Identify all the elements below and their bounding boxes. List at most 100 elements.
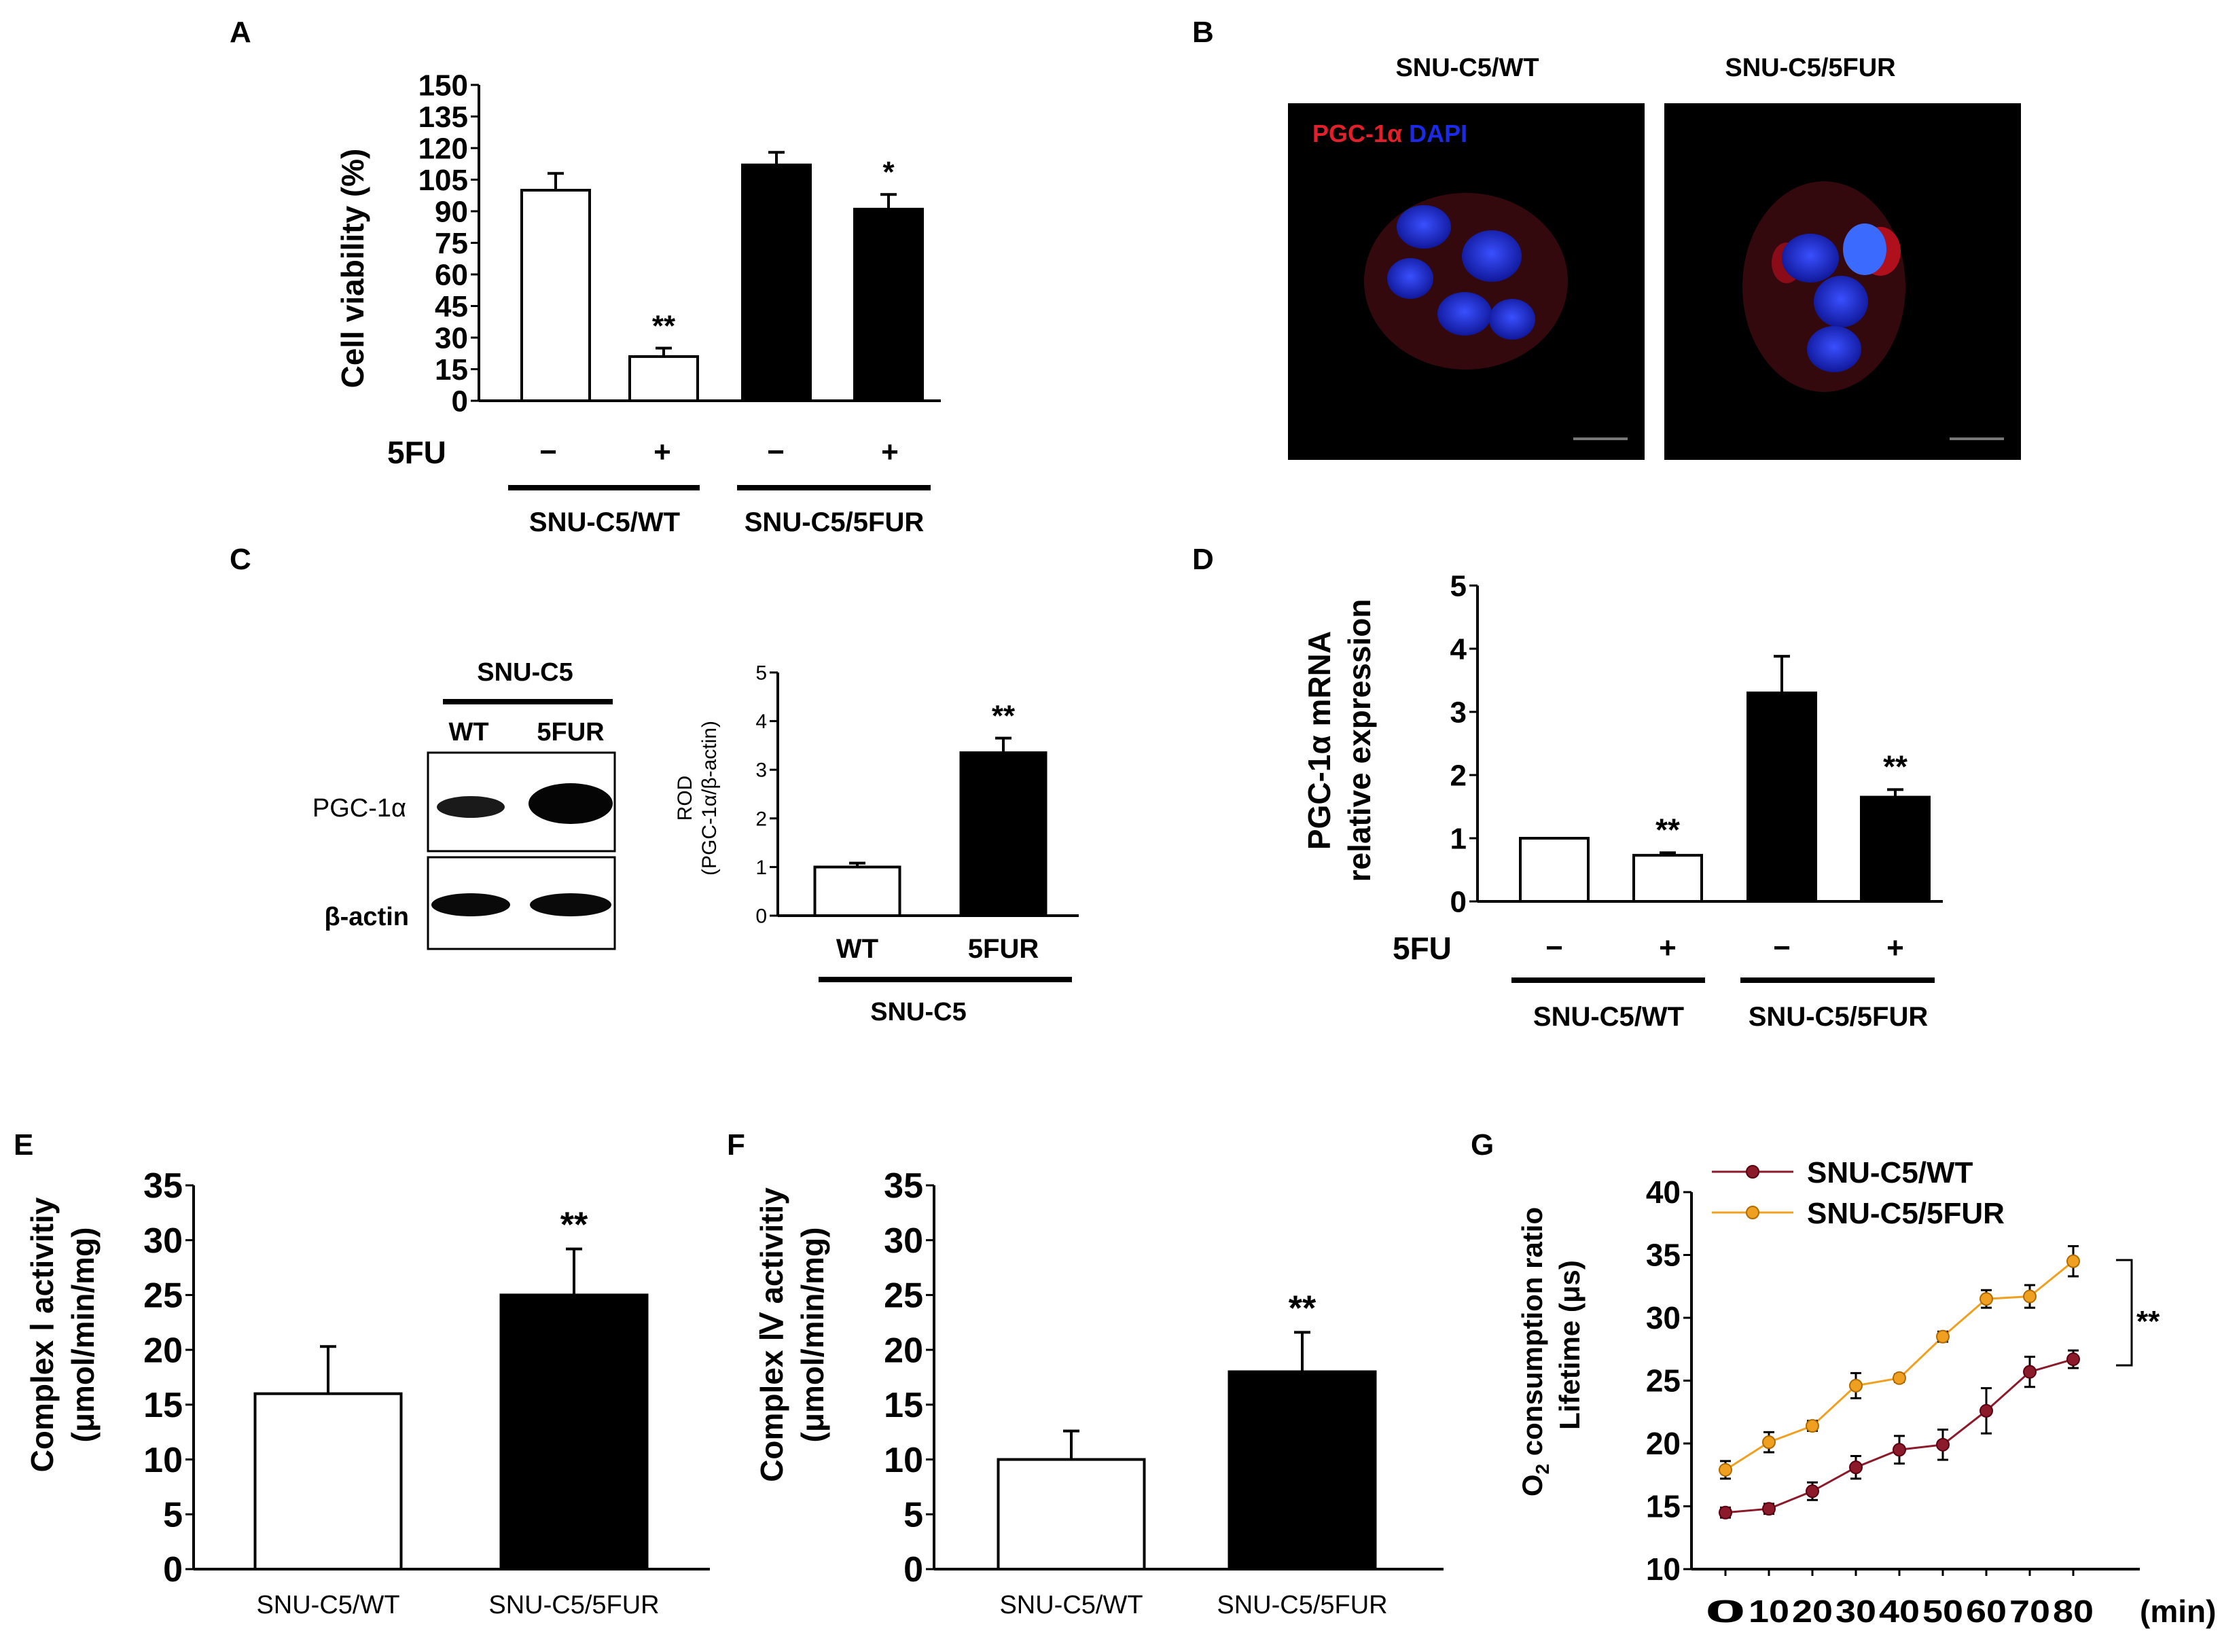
chart-g-legend-marker-1 (1746, 1206, 1759, 1219)
chart-d-y-tick-label-0: 0 (1450, 885, 1467, 918)
chart-a-sig-1: ** (652, 310, 676, 343)
panel-letter-f: F (727, 1128, 745, 1162)
chart-g-series-0-point-2 (1806, 1484, 1819, 1498)
chart-c-y-tick-label-5: 5 (755, 662, 767, 685)
panel-g-ylabel-sub: 2 (1532, 1464, 1553, 1475)
chart-f-y-tick-label-5: 25 (884, 1276, 923, 1316)
panel-g-ylabel-2: Lifetime (μs) (1554, 1260, 1586, 1430)
chart-f-y-tick-label-6: 30 (884, 1221, 923, 1261)
chart-a-y-tick-label-1: 15 (435, 353, 468, 387)
chart-e-y-tick-label-3: 15 (143, 1386, 183, 1425)
chart-e-y-tick-label-6: 30 (143, 1221, 183, 1261)
panel-letter-d: D (1192, 543, 1214, 576)
panel-c-ylabel-2: (PGC-1α/β-actin) (698, 721, 721, 876)
chart-g-x-tick-label-8: 80 (2053, 1594, 2094, 1629)
chart-g-y-tick-label-5: 35 (1646, 1238, 1681, 1273)
chart-c-bar-0 (813, 865, 901, 918)
chart-f-bar-0 (997, 1458, 1146, 1571)
panel-f-ylabel-2: (μmol/min/mg) (795, 1227, 830, 1443)
chart-a-y-tick-label-6: 90 (435, 195, 468, 228)
panel-c-lane-wt: WT (448, 718, 488, 747)
chart-a-y-tick-label-8: 120 (418, 132, 468, 165)
chart-d-y-tick-label-1: 1 (1450, 822, 1467, 855)
chart-d-y-tick-label-5: 5 (1450, 569, 1467, 603)
chart-e-x-label-0: SNU-C5/WT (256, 1591, 399, 1619)
panel-letter-c: C (230, 543, 251, 576)
panel-c-band-pgc-5fur (529, 783, 613, 824)
chart-g-series-1-point-4 (1893, 1371, 1906, 1385)
panel-a-ylabel: Cell viability (%) (335, 149, 370, 389)
panel-c-ylabel-1: ROD (674, 776, 696, 821)
panel-d-ylabel-1: PGC-1α mRNA (1302, 631, 1337, 850)
chart-c-y-tick-label-1: 1 (755, 857, 767, 879)
chart-f-bar-1 (1228, 1370, 1377, 1571)
panel-d-group-5fur: SNU-C5/5FUR (1749, 1002, 1929, 1032)
chart-d-bar-1 (1632, 854, 1703, 903)
chart-g-x-tick-label-0: 0 (1705, 1594, 1746, 1629)
panel-a-group-wt: SNU-C5/WT (529, 507, 680, 537)
panel-g-xunit: (min) (2140, 1594, 2216, 1629)
chart-d-sig-3: ** (1883, 749, 1907, 784)
chart-f-x-label-1: SNU-C5/5FUR (1217, 1591, 1387, 1619)
chart-c-y-tick-label-2: 2 (755, 808, 767, 830)
panel-g-ylabel-1: O2 consumption ratio (1516, 1207, 1553, 1496)
micrograph-legend: PGC-1α DAPI (1312, 120, 1467, 148)
chart-e-y-tick-label-5: 25 (143, 1276, 183, 1316)
chart-g-series-1-point-5 (1936, 1329, 1950, 1344)
chart-g-y-tick-label-0: 10 (1646, 1551, 1681, 1587)
nucleus-5fur-4 (1807, 326, 1861, 372)
panel-c-group: SNU-C5 (870, 998, 966, 1026)
chart-d-sig-1: ** (1655, 812, 1680, 847)
chart-a-bar-2 (741, 163, 812, 403)
chart-g-series-1-point-0 (1719, 1462, 1732, 1477)
chart-g-y-tick-label-4: 30 (1646, 1300, 1681, 1335)
chart-e-y-tick-label-2: 10 (143, 1441, 183, 1480)
chart-g-series-1-point-3 (1849, 1378, 1863, 1393)
chart-c-y-tick-label-4: 4 (755, 711, 767, 733)
chart-g-series-0-point-8 (2066, 1352, 2080, 1367)
chart-d-y-tick-label-4: 4 (1450, 632, 1467, 666)
chart-g-series-0-point-0 (1719, 1505, 1732, 1520)
panel-c-lane-5fur: 5FUR (537, 718, 604, 747)
panel-d-sign-3: − (1773, 931, 1791, 965)
chart-g-series-0-point-4 (1893, 1443, 1906, 1457)
chart-d-bar-3 (1860, 795, 1931, 903)
nucleus-5fur-2 (1843, 223, 1886, 275)
panel-g-sig-bracket (2116, 1259, 2133, 1367)
chart-e-y-tick-label-7: 35 (143, 1166, 183, 1206)
nucleus-wt-1 (1397, 205, 1451, 249)
chart-d-bar-2 (1747, 692, 1817, 903)
nucleus-5fur-1 (1782, 234, 1839, 283)
chart-c-y-tick-label-3: 3 (755, 759, 767, 782)
panel-d-group-wt: SNU-C5/WT (1533, 1002, 1684, 1032)
chart-a-y-tick-label-4: 60 (435, 258, 468, 291)
chart-g-legend-label-0: SNU-C5/WT (1807, 1156, 1973, 1189)
panel-g-sig-label: ** (2136, 1305, 2160, 1338)
chart-a-y-tick-label-0: 0 (452, 384, 468, 418)
chart-g-series-1-point-2 (1806, 1419, 1819, 1433)
panel-f-ylabel-1: Complex Ⅳ activitiy (754, 1187, 789, 1482)
panel-a-sign-4: + (881, 435, 899, 469)
chart-e-bar-1 (499, 1293, 649, 1571)
chart-c-x-label-1: 5FUR (968, 934, 1039, 964)
chart-g-x-tick-label-7: 70 (2009, 1594, 2050, 1629)
panel-g-ylabel-rest: consumption ratio (1516, 1207, 1548, 1464)
chart-layer: 0153045607590105120135150***012345WT**5F… (143, 69, 2140, 1629)
nucleus-wt-5 (1489, 299, 1535, 340)
panel-b-title-5fur: SNU-C5/5FUR (1725, 54, 1895, 82)
chart-g-y-tick-label-6: 40 (1646, 1174, 1681, 1210)
chart-g-series-0-point-3 (1849, 1460, 1863, 1475)
chart-f-y-tick-label-1: 5 (903, 1495, 923, 1534)
chart-a-sig-3: * (882, 156, 895, 189)
chart-a-bar-1 (628, 355, 699, 403)
chart-d-y-tick-label-2: 2 (1450, 759, 1467, 792)
chart-f-y-tick-label-2: 10 (884, 1441, 923, 1480)
chart-a-y-tick-label-2: 30 (435, 321, 468, 355)
panel-c-row-pgc: PGC-1α (312, 794, 406, 823)
panel-letter-e: E (14, 1128, 33, 1162)
panel-d-treatment-label: 5FU (1393, 931, 1452, 966)
chart-d-bar-0 (1519, 837, 1590, 903)
chart-g-series-0-point-6 (1980, 1403, 1993, 1418)
panel-c-band-actin-5fur (530, 893, 611, 916)
chart-g-series-0-point-5 (1936, 1437, 1950, 1452)
